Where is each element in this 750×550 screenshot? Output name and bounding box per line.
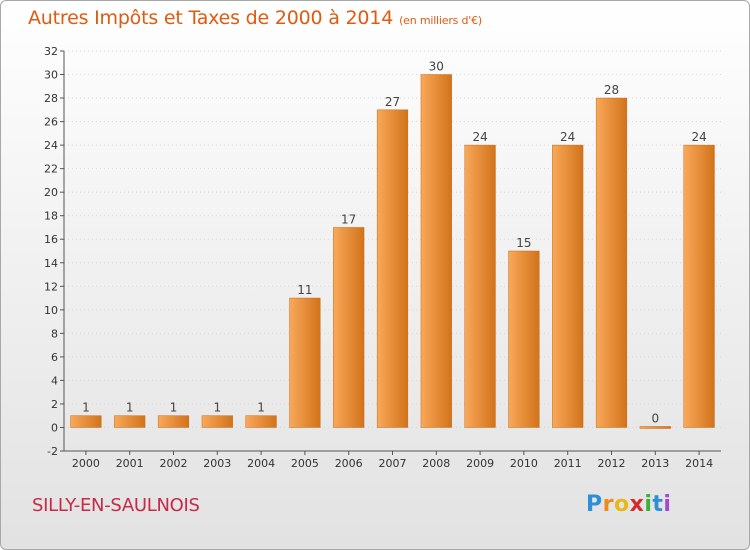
x-tick-label: 2013 — [641, 457, 669, 470]
y-tick-label: 32 — [44, 45, 58, 58]
x-tick-label: 2010 — [510, 457, 538, 470]
bar — [289, 297, 321, 428]
x-tick-label: 2009 — [466, 457, 494, 470]
bar — [639, 426, 671, 429]
bar — [157, 415, 190, 428]
logo-letter: o — [613, 492, 630, 517]
bar-value-label: 28 — [604, 83, 619, 97]
axes — [60, 50, 721, 455]
bar-value-label: 24 — [472, 130, 487, 144]
bar-value-label: 27 — [385, 95, 400, 109]
y-tick-label: 24 — [44, 139, 58, 152]
y-tick-label: 26 — [44, 116, 58, 129]
bar — [114, 415, 146, 428]
bar-value-label: 17 — [341, 212, 356, 226]
y-tick-label: 22 — [44, 163, 58, 176]
x-tick-label: 2014 — [685, 457, 713, 470]
bar-value-label: 1 — [82, 401, 90, 415]
bar-value-label: 30 — [429, 60, 444, 74]
bar — [595, 97, 628, 428]
y-tick-label: 8 — [51, 327, 58, 340]
chart-title-unit: (en milliers d'€) — [399, 14, 482, 27]
bar — [70, 415, 102, 428]
y-tick-label: 0 — [51, 421, 58, 434]
logo-letter: r — [602, 492, 614, 517]
bar-value-label: 1 — [213, 401, 221, 415]
bar — [245, 415, 277, 428]
commune-name: SILLY-EN-SAULNOIS — [32, 495, 200, 516]
x-tick-label: 2006 — [335, 457, 363, 470]
bar — [508, 250, 540, 428]
proxiti-logo: Proxiti — [586, 492, 671, 517]
bar — [201, 415, 233, 428]
x-tick-label: 2003 — [203, 457, 231, 470]
x-tick-label: 2002 — [160, 457, 188, 470]
y-tick-label: 28 — [44, 92, 58, 105]
x-tick-label: 2007 — [379, 457, 407, 470]
logo-letter: x — [629, 492, 645, 517]
bar-value-label: 11 — [297, 283, 312, 297]
bar — [552, 144, 584, 428]
y-tick-label: 2 — [51, 398, 58, 411]
bar-value-label: 0 — [651, 411, 659, 425]
bar-value-label: 24 — [691, 130, 706, 144]
y-tick-label: 16 — [44, 233, 58, 246]
x-tick-label: 2004 — [247, 457, 275, 470]
y-tick-label: -2 — [47, 445, 58, 458]
bar — [464, 144, 496, 428]
bar-value-label: 1 — [126, 401, 134, 415]
bar — [333, 227, 365, 428]
chart-title-text: Autres Impôts et Taxes de 2000 à 2014 — [28, 7, 394, 29]
x-tick-label: 2000 — [72, 457, 100, 470]
bars — [70, 74, 715, 429]
y-tick-label: 4 — [51, 374, 58, 387]
y-tick-label: 12 — [44, 280, 58, 293]
y-tick-label: 18 — [44, 210, 58, 223]
chart-title: Autres Impôts et Taxes de 2000 à 2014 (en… — [28, 7, 482, 29]
y-tick-label: 6 — [51, 351, 58, 364]
y-tick-label: 14 — [44, 257, 58, 270]
logo-letter: i — [663, 492, 672, 517]
x-tick-label: 2001 — [116, 457, 144, 470]
y-tick-label: 10 — [44, 304, 58, 317]
logo-letter: t — [652, 492, 664, 517]
labels: -202468101214161820222426283032120001200… — [44, 45, 713, 470]
x-tick-label: 2011 — [554, 457, 582, 470]
bar — [420, 74, 452, 428]
bar-value-label: 1 — [170, 401, 178, 415]
x-tick-label: 2012 — [598, 457, 626, 470]
y-tick-label: 30 — [44, 69, 58, 82]
bar — [683, 144, 715, 428]
x-tick-label: 2008 — [422, 457, 450, 470]
logo-letter: P — [586, 492, 603, 517]
bar — [376, 109, 409, 428]
bar-value-label: 1 — [257, 401, 265, 415]
x-tick-label: 2005 — [291, 457, 319, 470]
logo-letter: i — [644, 492, 653, 517]
y-tick-label: 20 — [44, 186, 58, 199]
bar-value-label: 15 — [516, 236, 531, 250]
bar-value-label: 24 — [560, 130, 575, 144]
